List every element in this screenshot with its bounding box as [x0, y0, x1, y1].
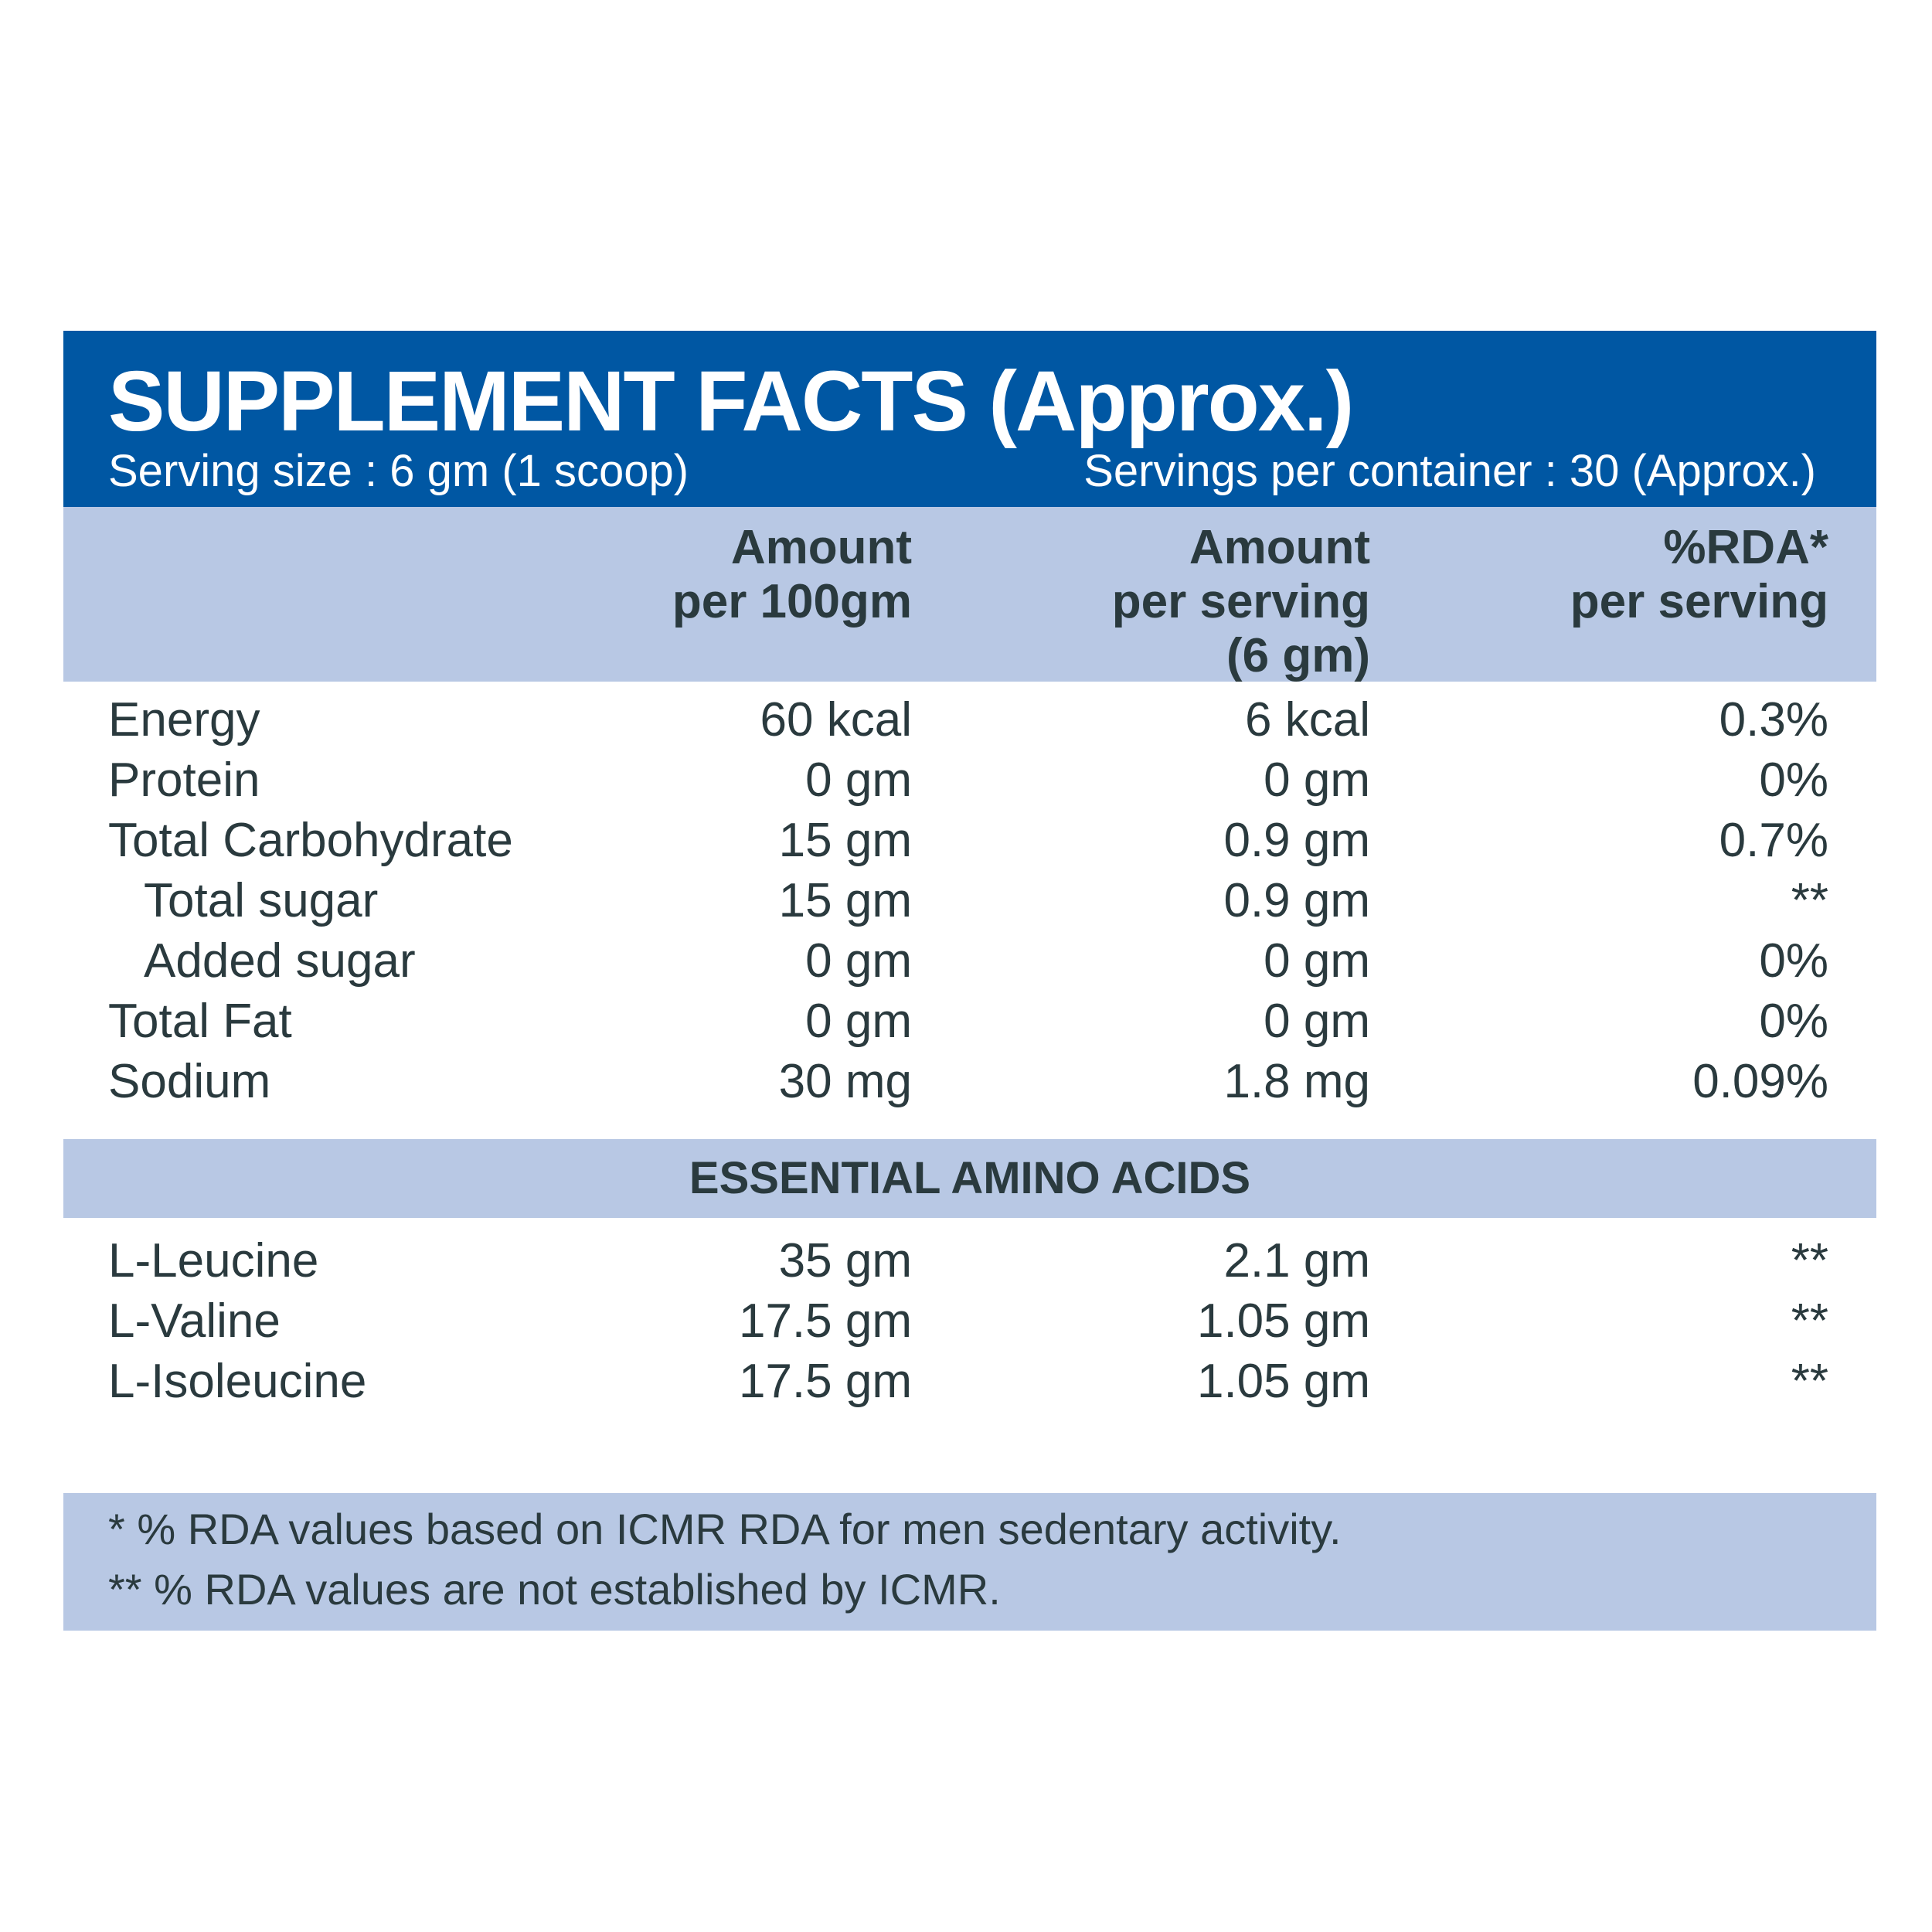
rda-value: 0.09%	[1692, 1055, 1828, 1108]
amino-acids-section-heading: ESSENTIAL AMINO ACIDS	[63, 1139, 1876, 1218]
per-serving-value: 0.9 gm	[1223, 874, 1370, 927]
column-header-rda: %RDA* per serving	[1570, 521, 1828, 628]
column-header-per-100gm: Amount per 100gm	[672, 521, 912, 628]
per-100gm-value: 35 gm	[778, 1234, 912, 1287]
footnote-rda-basis: * % RDA values based on ICMR RDA for men…	[108, 1505, 1342, 1553]
per-100gm-value: 0 gm	[805, 995, 912, 1048]
table-row: Total Carbohydrate 15 gm 0.9 gm 0.7%	[63, 811, 1876, 872]
per-serving-value: 1.05 gm	[1196, 1355, 1370, 1408]
nutrient-name: Energy	[108, 693, 260, 747]
rda-value: **	[1791, 874, 1828, 927]
per-serving-value: 0.9 gm	[1223, 814, 1370, 867]
nutrient-name: Total Fat	[108, 995, 292, 1048]
nutrient-name: Total Carbohydrate	[108, 814, 513, 867]
rda-value: **	[1791, 1234, 1828, 1287]
title-bar: SUPPLEMENT FACTS (Approx.) Serving size …	[63, 331, 1876, 507]
per-100gm-value: 15 gm	[778, 814, 912, 867]
panel-title: SUPPLEMENT FACTS (Approx.)	[108, 354, 1354, 449]
per-serving-value: 1.05 gm	[1196, 1294, 1370, 1348]
rda-value: **	[1791, 1294, 1828, 1348]
table-row: Protein 0 gm 0 gm 0%	[63, 751, 1876, 811]
servings-per-container: Servings per container : 30 (Approx.)	[1083, 446, 1816, 496]
nutrient-name: Protein	[108, 753, 260, 807]
per-serving-value: 0 gm	[1264, 995, 1370, 1048]
amino-acid-name: L-Valine	[108, 1294, 281, 1348]
nutrient-name: Added sugar	[144, 934, 416, 988]
amino-acid-name: L-Isoleucine	[108, 1355, 367, 1408]
table-row: L-Valine 17.5 gm 1.05 gm **	[63, 1292, 1876, 1352]
table-row: Added sugar 0 gm 0 gm 0%	[63, 932, 1876, 992]
serving-size: Serving size : 6 gm (1 scoop)	[108, 446, 689, 496]
per-serving-value: 1.8 mg	[1223, 1055, 1370, 1108]
per-serving-value: 0 gm	[1264, 934, 1370, 988]
per-100gm-value: 0 gm	[805, 753, 912, 807]
per-serving-value: 2.1 gm	[1223, 1234, 1370, 1287]
table-row: Total Fat 0 gm 0 gm 0%	[63, 992, 1876, 1053]
per-serving-value: 6 kcal	[1245, 693, 1370, 747]
table-row: L-Leucine 35 gm 2.1 gm **	[63, 1232, 1876, 1292]
footnotes-box: * % RDA values based on ICMR RDA for men…	[63, 1493, 1876, 1631]
per-100gm-value: 17.5 gm	[738, 1355, 912, 1408]
rda-value: 0%	[1759, 753, 1828, 807]
table-row: Total sugar 15 gm 0.9 gm **	[63, 872, 1876, 932]
rda-value: **	[1791, 1355, 1828, 1408]
per-100gm-value: 0 gm	[805, 934, 912, 988]
per-100gm-value: 17.5 gm	[738, 1294, 912, 1348]
nutrient-rows: Energy 60 kcal 6 kcal 0.3% Protein 0 gm …	[63, 682, 1876, 1113]
per-100gm-value: 60 kcal	[760, 693, 912, 747]
rda-value: 0.7%	[1719, 814, 1828, 867]
per-serving-value: 0 gm	[1264, 753, 1370, 807]
table-row: Energy 60 kcal 6 kcal 0.3%	[63, 691, 1876, 751]
rda-value: 0.3%	[1719, 693, 1828, 747]
amino-acid-name: L-Leucine	[108, 1234, 319, 1287]
nutrient-name: Total sugar	[144, 874, 379, 927]
column-header-per-serving: Amount per serving (6 gm)	[1111, 521, 1370, 682]
rda-value: 0%	[1759, 934, 1828, 988]
table-row: Sodium 30 mg 1.8 mg 0.09%	[63, 1053, 1876, 1113]
column-header-row: Amount per 100gm Amount per serving (6 g…	[63, 507, 1876, 682]
supplement-facts-panel: SUPPLEMENT FACTS (Approx.) Serving size …	[63, 331, 1876, 1631]
amino-acid-rows: L-Leucine 35 gm 2.1 gm ** L-Valine 17.5 …	[63, 1218, 1876, 1413]
per-100gm-value: 30 mg	[778, 1055, 912, 1108]
per-100gm-value: 15 gm	[778, 874, 912, 927]
rda-value: 0%	[1759, 995, 1828, 1048]
footnote-rda-not-established: ** % RDA values are not established by I…	[108, 1565, 1001, 1614]
nutrient-name: Sodium	[108, 1055, 271, 1108]
table-row: L-Isoleucine 17.5 gm 1.05 gm **	[63, 1352, 1876, 1413]
